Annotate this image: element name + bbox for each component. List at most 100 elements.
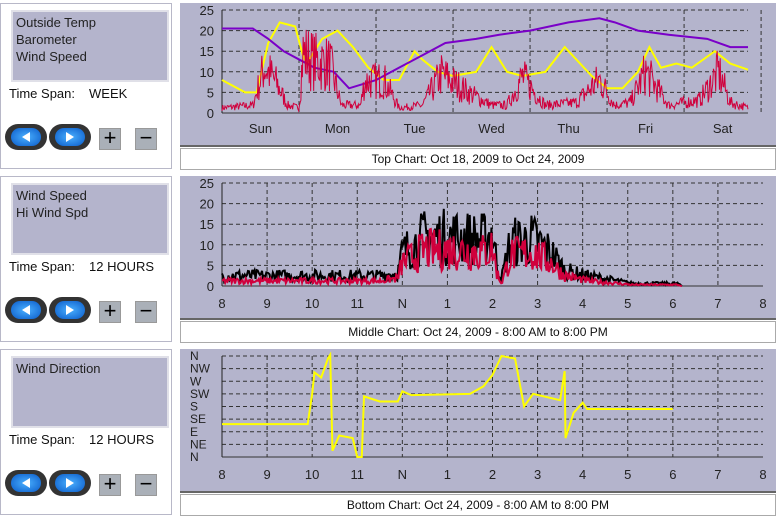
chart-caption: Bottom Chart: Oct 24, 2009 - 8:00 AM to … bbox=[180, 494, 776, 516]
series-list[interactable]: Wind Speed Hi Wind Spd bbox=[11, 183, 169, 255]
x-tick-label: 2 bbox=[489, 467, 496, 482]
time-span: Time Span: 12 HOURS bbox=[9, 259, 154, 274]
x-tick-label: 8 bbox=[218, 467, 225, 482]
zoom-in-button[interactable]: + bbox=[99, 300, 121, 323]
y-tick-label: N bbox=[190, 450, 199, 464]
zoom-in-button[interactable]: + bbox=[99, 473, 121, 496]
series-line-hi-wind-spd bbox=[221, 208, 683, 287]
zoom-out-button[interactable]: − bbox=[135, 473, 157, 496]
x-tick-label: 3 bbox=[534, 296, 541, 311]
x-tick-label: 9 bbox=[263, 467, 270, 482]
right-arrow-icon bbox=[55, 301, 85, 319]
y-tick-label: 5 bbox=[207, 258, 214, 273]
x-tick-label: 2 bbox=[489, 296, 496, 311]
y-tick-label: E bbox=[190, 425, 198, 439]
previous-button[interactable] bbox=[5, 470, 47, 496]
time-span-label: Time Span: bbox=[9, 86, 75, 101]
x-tick-label: Mon bbox=[325, 121, 350, 136]
x-tick-label: 8 bbox=[759, 467, 766, 482]
zoom-in-button[interactable]: + bbox=[99, 127, 121, 150]
x-tick-label: 4 bbox=[579, 467, 586, 482]
x-tick-label: Thu bbox=[557, 121, 579, 136]
series-list-item[interactable]: Outside Temp bbox=[16, 15, 96, 30]
y-tick-label: NW bbox=[190, 362, 211, 376]
x-tick-label: Wed bbox=[478, 121, 505, 136]
series-line-wind-speed bbox=[221, 29, 749, 113]
y-tick-label: W bbox=[190, 374, 202, 388]
time-span-value: WEEK bbox=[89, 86, 128, 101]
time-span-value: 12 HOURS bbox=[89, 259, 155, 274]
series-line-wind-speed bbox=[221, 227, 683, 288]
x-tick-label: N bbox=[398, 467, 407, 482]
time-span-label: Time Span: bbox=[9, 432, 75, 447]
y-tick-label: 5 bbox=[207, 85, 214, 100]
time-span: Time Span: 12 HOURS bbox=[9, 432, 154, 447]
series-list-item[interactable]: Barometer bbox=[16, 32, 77, 47]
series-list[interactable]: Outside Temp Barometer Wind Speed bbox=[11, 10, 169, 82]
x-tick-label: 3 bbox=[534, 467, 541, 482]
x-tick-label: 7 bbox=[714, 467, 721, 482]
x-tick-label: N bbox=[398, 296, 407, 311]
chart-2: N NW W SW S SE E NE N 8 9 10 11 N 1 2 3 4 5 6 7 8 bbox=[180, 349, 776, 493]
x-tick-label: 4 bbox=[579, 296, 586, 311]
chart-0: 25 20 15 10 5 0 Sun Mon Tue Wed Thu Fri Sat bbox=[180, 3, 776, 147]
y-tick-label: 20 bbox=[200, 24, 214, 39]
time-span: Time Span: WEEK bbox=[9, 86, 127, 101]
series-list-item[interactable]: Wind Direction bbox=[16, 361, 101, 376]
x-tick-label: 11 bbox=[351, 296, 365, 311]
x-tick-label: 11 bbox=[351, 467, 365, 482]
left-arrow-icon bbox=[11, 301, 41, 319]
control-panel: Outside Temp Barometer Wind Speed Time Spa… bbox=[0, 3, 172, 169]
series-line-barometer bbox=[222, 17, 748, 90]
y-tick-label: NE bbox=[190, 437, 207, 451]
series-list-item[interactable]: Wind Speed bbox=[16, 49, 87, 64]
x-tick-label: 5 bbox=[624, 467, 631, 482]
x-tick-label: 8 bbox=[759, 296, 766, 311]
y-tick-label: 25 bbox=[200, 176, 214, 191]
y-tick-label: N bbox=[190, 349, 199, 363]
y-tick-label: 10 bbox=[200, 238, 214, 253]
x-tick-label: 6 bbox=[669, 467, 676, 482]
y-tick-label: 20 bbox=[200, 197, 214, 212]
control-panel: Wind Direction Time Span: 12 HOURS + − bbox=[0, 349, 172, 515]
next-button[interactable] bbox=[49, 470, 91, 496]
y-tick-label: 15 bbox=[200, 217, 214, 232]
x-tick-label: 6 bbox=[669, 296, 676, 311]
series-list[interactable]: Wind Direction bbox=[11, 356, 169, 428]
x-tick-label: Tue bbox=[404, 121, 426, 136]
series-list-item[interactable]: Hi Wind Spd bbox=[16, 205, 89, 220]
next-button[interactable] bbox=[49, 297, 91, 323]
y-tick-label: SE bbox=[190, 412, 206, 426]
x-tick-label: Fri bbox=[638, 121, 653, 136]
y-tick-label: 0 bbox=[207, 106, 214, 121]
next-button[interactable] bbox=[49, 124, 91, 150]
x-tick-label: 1 bbox=[444, 296, 451, 311]
time-span-value: 12 HOURS bbox=[89, 432, 155, 447]
previous-button[interactable] bbox=[5, 124, 47, 150]
x-tick-label: 8 bbox=[218, 296, 225, 311]
chart-caption: Top Chart: Oct 18, 2009 to Oct 24, 2009 bbox=[180, 148, 776, 170]
x-tick-label: 10 bbox=[305, 467, 319, 482]
right-arrow-icon bbox=[55, 128, 85, 146]
x-tick-label: Sat bbox=[713, 121, 733, 136]
y-tick-label: 10 bbox=[200, 65, 214, 80]
series-list-item[interactable]: Wind Speed bbox=[16, 188, 87, 203]
y-tick-label: 0 bbox=[207, 279, 214, 294]
x-tick-label: 10 bbox=[305, 296, 319, 311]
y-tick-label: S bbox=[190, 400, 198, 414]
chart-1: 25 20 15 10 5 0 8 9 10 11 N 1 2 3 4 5 6 7 8 bbox=[180, 176, 776, 320]
chart-caption: Middle Chart: Oct 24, 2009 - 8:00 AM to … bbox=[180, 321, 776, 343]
left-arrow-icon bbox=[11, 474, 41, 492]
y-tick-label: 25 bbox=[200, 3, 214, 18]
x-tick-label: Sun bbox=[249, 121, 272, 136]
control-panel: Wind Speed Hi Wind Spd Time Span: 12 HOURS… bbox=[0, 176, 172, 342]
zoom-out-button[interactable]: − bbox=[135, 127, 157, 150]
y-tick-label: SW bbox=[190, 387, 210, 401]
series-line-outside-temp bbox=[221, 21, 749, 94]
series-line-wind-direction bbox=[222, 351, 673, 458]
zoom-out-button[interactable]: − bbox=[135, 300, 157, 323]
x-tick-label: 9 bbox=[263, 296, 270, 311]
previous-button[interactable] bbox=[5, 297, 47, 323]
x-tick-label: 1 bbox=[444, 467, 451, 482]
left-arrow-icon bbox=[11, 128, 41, 146]
